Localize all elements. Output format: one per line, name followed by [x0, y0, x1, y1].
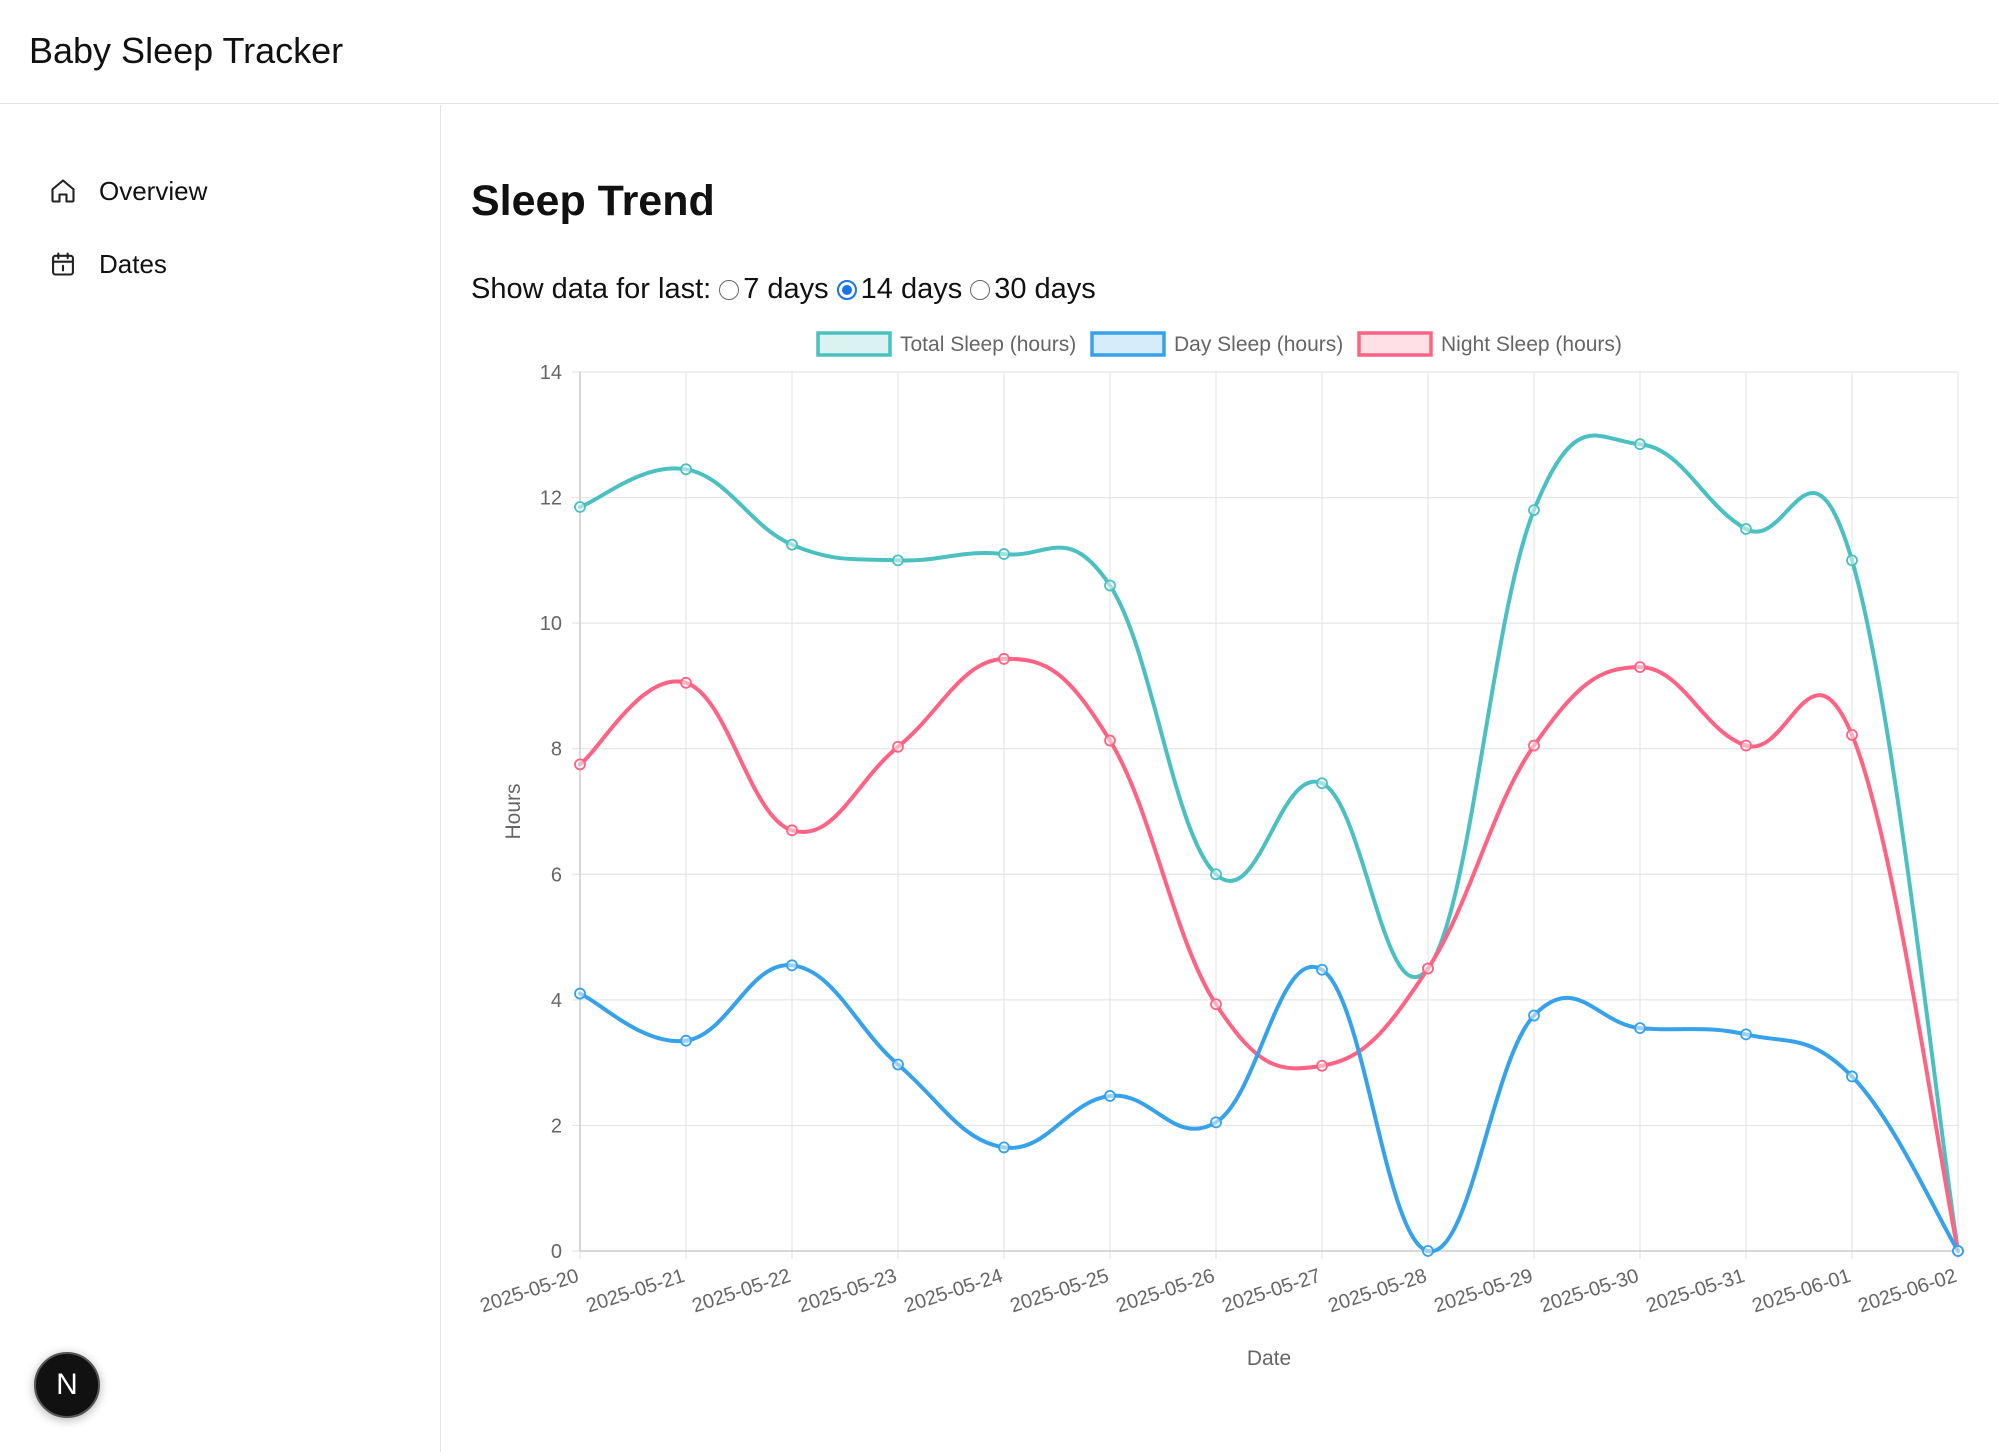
data-point-day: [1422, 1245, 1434, 1257]
x-tick-label: 2025-05-28: [1325, 1265, 1429, 1318]
legend-swatch-total: [816, 331, 892, 357]
calendar-icon: [52, 252, 74, 276]
x-tick-label: 2025-05-31: [1643, 1265, 1747, 1318]
x-tick-label: 2025-06-01: [1749, 1265, 1853, 1318]
data-point-day: [786, 959, 798, 972]
radio-circle[interactable]: [836, 279, 857, 300]
y-tick-label: 14: [540, 362, 562, 384]
data-point-night: [574, 758, 586, 771]
data-point-night: [1104, 734, 1116, 747]
data-point-day: [1952, 1245, 1964, 1257]
x-tick-label: 2025-05-29: [1431, 1265, 1535, 1318]
legend-label-night: Night Sleep (hours): [1441, 333, 1622, 356]
data-point-total: [574, 501, 586, 513]
data-point-total: [998, 548, 1010, 560]
data-point-night: [786, 824, 798, 837]
y-tick-label: 12: [540, 488, 562, 510]
radio-label: 14 days: [860, 273, 963, 305]
series-line-day: [578, 963, 1960, 1254]
legend-label-total: Total Sleep (hours): [900, 333, 1076, 356]
data-point-night: [1846, 729, 1858, 741]
x-tick-label: 2025-05-22: [689, 1265, 793, 1318]
x-tick-label: 2025-05-26: [1113, 1265, 1217, 1318]
sidebar: Overview Dates: [0, 105, 441, 1452]
x-tick-label: 2025-05-21: [583, 1265, 687, 1318]
data-point-total: [786, 538, 798, 551]
data-point-total: [1104, 579, 1116, 592]
sidebar-item-label: Overview: [99, 175, 208, 206]
nextjs-devtools-button[interactable]: N: [34, 1352, 100, 1418]
radio-14-days[interactable]: 14 days: [836, 273, 963, 306]
data-point-total: [680, 463, 692, 476]
radio-circle[interactable]: [719, 279, 740, 300]
data-point-day: [1528, 1009, 1540, 1022]
top-bar: Baby Sleep Tracker: [0, 0, 1999, 104]
x-tick-label: 2025-05-30: [1537, 1265, 1641, 1318]
y-tick-label: 0: [551, 1241, 562, 1263]
data-point-total: [1528, 504, 1540, 517]
data-point-night: [1210, 998, 1222, 1011]
radio-30-days[interactable]: 30 days: [970, 273, 1096, 306]
data-point-night: [998, 653, 1010, 665]
y-tick-label: 4: [551, 990, 562, 1012]
legend-swatch-night: [1357, 331, 1433, 357]
x-axis-title: Date: [1247, 1347, 1291, 1370]
radio-7-days[interactable]: 7 days: [719, 273, 829, 306]
x-tick-label: 2025-05-25: [1007, 1265, 1111, 1318]
sidebar-item-label: Dates: [99, 248, 167, 279]
data-point-day: [1210, 1116, 1222, 1129]
data-point-total: [1740, 523, 1752, 535]
sidebar-item-overview[interactable]: Overview: [49, 171, 207, 211]
data-point-night: [1634, 661, 1646, 673]
data-point-day: [1104, 1090, 1116, 1102]
y-tick-label: 8: [551, 739, 562, 761]
y-tick-label: 6: [551, 864, 562, 886]
x-tick-label: 2025-05-24: [901, 1265, 1005, 1318]
data-point-day: [574, 987, 586, 1000]
page-title: Sleep Trend: [471, 177, 715, 225]
data-point-day: [998, 1141, 1010, 1154]
series-line-total: [578, 433, 1960, 1253]
range-label: Show data for last:: [471, 273, 712, 305]
x-tick-label: 2025-05-27: [1219, 1265, 1323, 1318]
data-point-total: [1210, 868, 1222, 881]
main-content: Sleep Trend Show data for last: 7 days 1…: [442, 105, 1999, 1452]
y-tick-label: 10: [540, 613, 562, 635]
data-point-total: [1316, 777, 1328, 790]
legend-swatch-day: [1090, 331, 1166, 357]
data-point-total: [892, 554, 904, 567]
radio-circle[interactable]: [970, 279, 991, 300]
app-title: Baby Sleep Tracker: [29, 30, 344, 71]
x-tick-label: 2025-05-20: [477, 1265, 581, 1318]
data-point-night: [680, 676, 692, 689]
data-point-night: [892, 740, 904, 753]
data-point-day: [1316, 963, 1328, 976]
data-point-night: [1316, 1059, 1328, 1072]
range-selector: Show data for last: 7 days 14 days 30 da…: [471, 273, 1104, 306]
data-point-night: [1740, 739, 1752, 752]
data-point-day: [1846, 1070, 1858, 1083]
radio-label: 7 days: [743, 273, 829, 305]
data-point-day: [892, 1058, 904, 1071]
y-tick-label: 2: [551, 1115, 562, 1137]
data-point-total: [1634, 438, 1646, 451]
x-tick-label: 2025-06-02: [1855, 1265, 1959, 1318]
data-point-night: [1422, 962, 1434, 975]
data-point-day: [1740, 1028, 1752, 1041]
data-point-day: [1634, 1022, 1646, 1035]
data-point-night: [1528, 739, 1540, 752]
sidebar-item-dates[interactable]: Dates: [49, 244, 167, 284]
data-point-total: [1846, 554, 1858, 567]
x-tick-label: 2025-05-23: [795, 1265, 899, 1318]
y-axis-title: Hours: [502, 783, 525, 839]
home-icon: [51, 179, 75, 203]
devtools-label: N: [56, 1368, 78, 1401]
data-point-day: [680, 1034, 692, 1047]
radio-label: 30 days: [994, 273, 1096, 305]
legend-label-day: Day Sleep (hours): [1174, 333, 1343, 356]
